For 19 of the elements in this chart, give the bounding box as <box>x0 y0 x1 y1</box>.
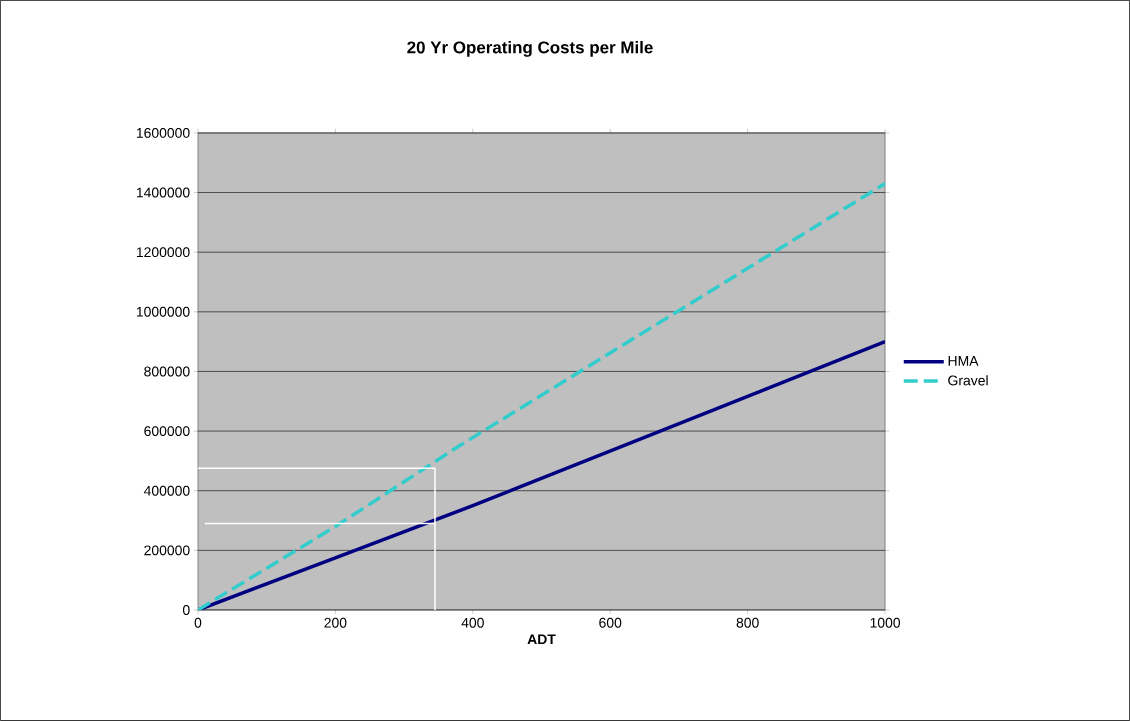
x-tick-label: 400 <box>461 617 484 628</box>
x-axis-title: ADT <box>527 634 556 645</box>
y-tick-label: 400000 <box>143 485 190 496</box>
x-tick-label: 800 <box>736 617 759 628</box>
x-tick-label: 1000 <box>870 617 901 628</box>
y-tick-label: 1000000 <box>136 306 190 317</box>
y-tick-label: 1200000 <box>136 247 190 258</box>
legend-label: HMA <box>948 356 979 366</box>
x-tick-label: 600 <box>599 617 622 628</box>
y-tick-label: 1600000 <box>136 127 190 138</box>
y-tick-label: 200000 <box>144 545 190 556</box>
y-tick-label: 800000 <box>144 366 190 377</box>
y-tick-label: 600000 <box>144 426 190 437</box>
legend-label: Gravel <box>948 375 988 386</box>
x-tick-label: 200 <box>324 617 347 628</box>
x-tick-label: 0 <box>194 617 202 628</box>
y-tick-label: 1400000 <box>136 187 190 198</box>
chart-title: 20 Yr Operating Costs per Mile <box>407 41 653 57</box>
y-tick-label: 0 <box>182 605 190 615</box>
